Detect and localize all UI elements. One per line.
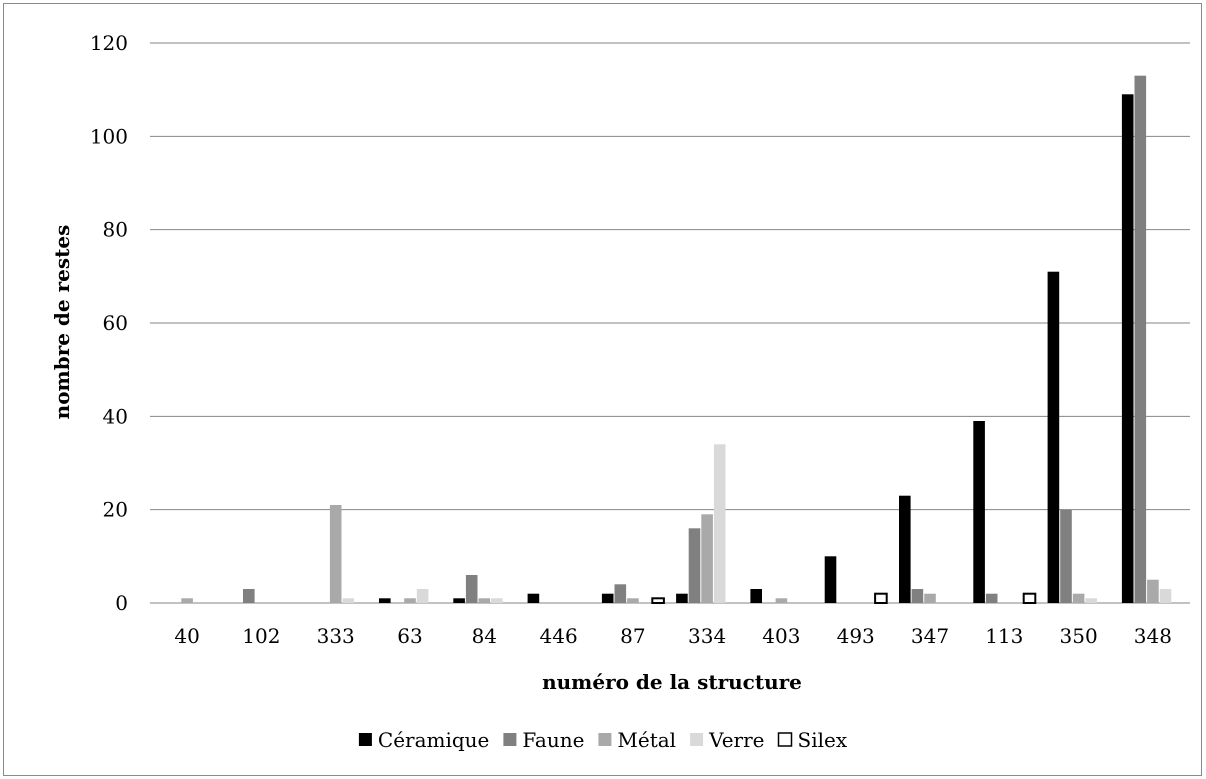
bar-faune-350 — [1060, 509, 1072, 603]
bar-verre-350 — [1085, 598, 1097, 603]
x-tick-label: 102 — [242, 624, 280, 648]
bar-verre-334 — [713, 444, 726, 603]
bar-céramique-63 — [379, 598, 391, 603]
x-tick-label: 446 — [540, 624, 578, 648]
bar-métal-87 — [627, 598, 639, 603]
legend-swatch-métal — [598, 733, 612, 746]
legend-label: Céramique — [378, 728, 490, 752]
bar-verre-348 — [1159, 589, 1172, 603]
bar-faune-334 — [688, 528, 701, 603]
bar-faune-102 — [243, 589, 255, 603]
bar-faune-347 — [911, 589, 924, 603]
legend-label: Verre — [708, 728, 764, 752]
x-tick-label: 40 — [174, 624, 199, 648]
bar-verre-333 — [342, 598, 355, 603]
bars — [181, 75, 1172, 605]
bar-céramique-113 — [973, 421, 985, 603]
legend-swatch-verre — [690, 733, 704, 746]
y-tick-label: 60 — [103, 311, 128, 335]
bar-métal-347 — [924, 593, 936, 603]
bar-métal-350 — [1072, 593, 1085, 603]
x-tick-label: 84 — [472, 624, 497, 648]
bar-céramique-334 — [676, 593, 688, 603]
bar-métal-403 — [775, 598, 788, 603]
bar-silex-87 — [651, 597, 665, 604]
bar-métal-84 — [478, 598, 491, 603]
x-tick-label: 348 — [1134, 624, 1172, 648]
bar-céramique-87 — [601, 593, 614, 603]
x-tick-label: 87 — [620, 624, 645, 648]
x-tick-label: 333 — [317, 624, 355, 648]
bar-céramique-347 — [899, 495, 911, 603]
bar-métal-333 — [329, 505, 342, 603]
legend-label: Métal — [617, 728, 676, 752]
x-tick-labels: 40 102 333 63 84 446 87 334 403 493 347 113 350 348 — [174, 624, 1172, 648]
bar-céramique-403 — [750, 589, 762, 603]
legend-swatch-faune — [503, 733, 517, 746]
legend: Céramique Faune Métal Verre Silex — [358, 728, 848, 752]
y-tick-label: 40 — [103, 404, 128, 428]
x-tick-label: 113 — [985, 624, 1023, 648]
bar-céramique-348 — [1121, 94, 1134, 604]
y-tick-label: 0 — [115, 591, 128, 615]
x-tick-label: 63 — [397, 624, 422, 648]
x-axis-label: numéro de la structure — [542, 670, 802, 694]
legend-label: Silex — [798, 728, 848, 752]
y-tick-label: 100 — [90, 124, 128, 148]
x-tick-label: 347 — [911, 624, 949, 648]
bar-métal-40 — [181, 598, 193, 603]
gridlines — [150, 42, 1190, 604]
y-tick-label: 120 — [90, 31, 128, 55]
bar-verre-84 — [491, 598, 503, 603]
bar-faune-87 — [614, 584, 627, 603]
y-tick-label: 80 — [103, 218, 128, 242]
bar-céramique-84 — [453, 598, 465, 603]
bar-céramique-350 — [1047, 271, 1060, 603]
x-tick-label: 403 — [762, 624, 800, 648]
legend-swatch-silex — [777, 732, 793, 747]
x-tick-label: 350 — [1060, 624, 1098, 648]
bar-faune-84 — [465, 575, 478, 603]
legend-label: Faune — [522, 728, 584, 752]
y-tick-labels: 0 20 40 60 80 100 120 — [90, 31, 128, 615]
bar-métal-63 — [404, 598, 416, 603]
bar-métal-334 — [701, 514, 713, 603]
chart-frame — [3, 3, 1202, 776]
x-tick-label: 493 — [837, 624, 875, 648]
legend-swatch-céramique — [358, 733, 372, 746]
bar-silex-493 — [874, 592, 888, 605]
y-axis-label: nombre de restes — [50, 225, 74, 420]
bar-métal-348 — [1147, 579, 1159, 603]
y-tick-label: 20 — [103, 498, 128, 522]
bar-céramique-493 — [824, 556, 837, 603]
bar-céramique-446 — [527, 593, 540, 603]
bar-silex-113 — [1022, 592, 1037, 605]
x-tick-label: 334 — [688, 624, 726, 648]
bar-verre-63 — [416, 589, 429, 603]
bar-faune-348 — [1134, 75, 1147, 603]
bar-faune-113 — [985, 593, 998, 603]
